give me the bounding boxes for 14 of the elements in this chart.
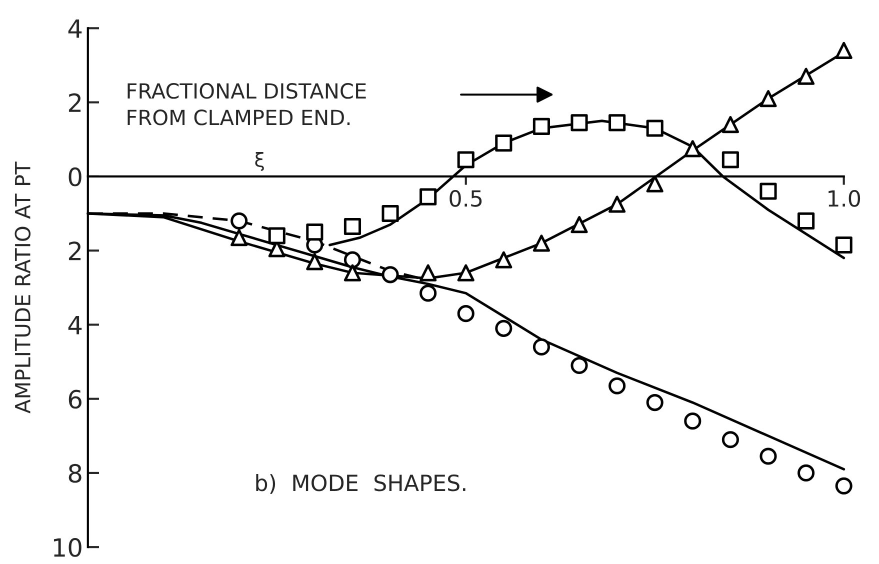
y-axis-title: AMPLITUDE RATIO AT PT	[14, 162, 31, 414]
y-tick-label: 2	[68, 93, 81, 112]
y-tick-label: 8	[68, 464, 82, 483]
annotation: ξ	[255, 152, 264, 171]
y-tick-label: 4	[68, 316, 82, 334]
x-tick-label: 0.5	[450, 190, 482, 207]
x-tick-label: 1.0	[828, 190, 860, 207]
annotation: FRACTIONAL DISTANCE FROM CLAMPED END.	[128, 83, 366, 126]
annotation: b) MODE SHAPES.	[256, 474, 466, 494]
y-tick-label: 2	[68, 242, 81, 260]
y-tick-label: 6	[68, 390, 82, 409]
y-tick-label: 10	[54, 538, 82, 557]
y-tick-label: 0	[68, 167, 82, 186]
y-tick-label: 4	[68, 19, 82, 38]
